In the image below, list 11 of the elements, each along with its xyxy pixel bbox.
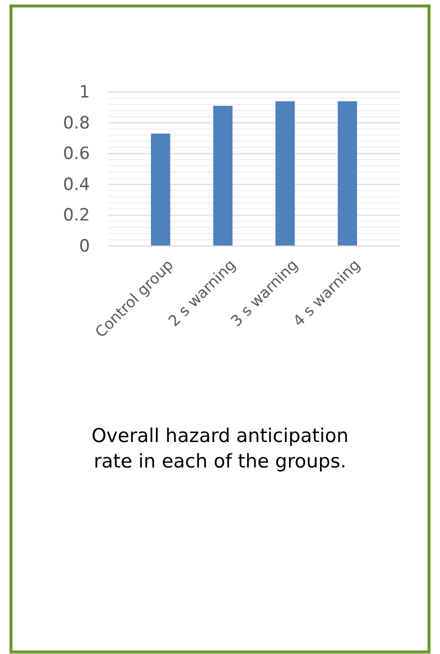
y-tick-label: 0.4 [62, 174, 90, 195]
bar [213, 106, 233, 246]
bar [150, 134, 170, 246]
y-tick-label: 0.6 [62, 144, 90, 164]
y-tick-label: 1 [79, 82, 90, 102]
y-tick-label: 0.2 [62, 206, 90, 226]
bar [275, 101, 295, 246]
bar [338, 101, 358, 246]
text: Overall hazard anticipation rate in each of the groups. [91, 425, 349, 473]
y-tick-label: 0 [79, 236, 90, 256]
y-tick-label: 0.8 [62, 113, 90, 134]
